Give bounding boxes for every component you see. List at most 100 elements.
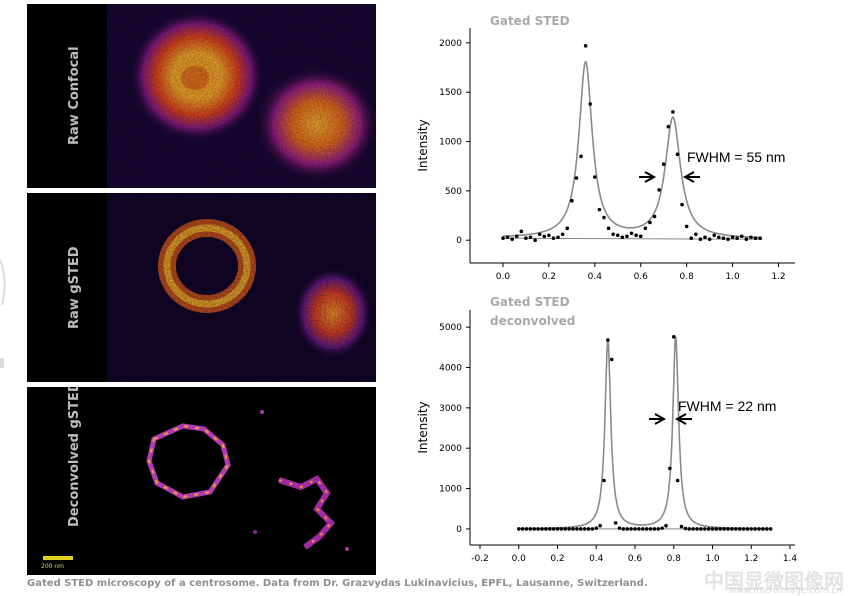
data-point: [620, 235, 625, 240]
confocal-image: [27, 4, 376, 188]
y-tick-label: 1000: [439, 138, 462, 148]
data-point: [638, 234, 643, 239]
data-point: [551, 527, 556, 531]
data-point: [547, 233, 551, 238]
data-point: [652, 527, 657, 531]
chart-title: Gated STED: [490, 14, 570, 28]
data-point: [598, 523, 602, 528]
data-point: [712, 233, 717, 238]
data-point: [707, 237, 712, 242]
data-point: [514, 234, 519, 239]
data-point: [660, 526, 664, 530]
chart-title: Gated STED: [490, 295, 570, 309]
data-point: [695, 527, 699, 531]
data-point: [735, 236, 739, 241]
data-point: [570, 198, 574, 203]
x-tick-label: 0.6: [634, 272, 649, 282]
data-point: [501, 236, 505, 241]
y-tick-label: 4000: [439, 363, 462, 373]
data-point: [556, 235, 560, 240]
data-point: [575, 527, 579, 531]
data-point: [721, 236, 726, 241]
data-point: [540, 527, 544, 531]
data-point: [661, 162, 666, 167]
data-point: [579, 154, 583, 159]
data-point: [637, 527, 641, 531]
data-point: [737, 527, 742, 531]
image-panel-confocal: Raw Confocal: [27, 4, 376, 188]
y-tick-label: 1000: [439, 485, 462, 495]
scale-bar-label: 200 nm: [41, 563, 65, 570]
data-point: [730, 235, 735, 240]
data-point: [582, 527, 587, 531]
data-point: [588, 102, 593, 106]
data-point: [664, 523, 668, 528]
data-point: [749, 235, 753, 240]
data-point: [625, 234, 629, 239]
image-panel-gsted: Raw gSTED: [27, 193, 376, 382]
data-point: [590, 527, 595, 531]
data-point: [668, 466, 672, 471]
data-point: [560, 232, 565, 237]
data-point: [611, 232, 615, 237]
x-tick-label: 1.0: [705, 554, 720, 564]
data-point: [689, 236, 694, 241]
data-point: [722, 527, 726, 531]
data-point: [634, 233, 638, 238]
y-tick-label: 5000: [439, 323, 462, 333]
watermark-url: www.microimage.com.cn: [729, 586, 842, 596]
data-point: [648, 220, 652, 225]
data-point: [640, 527, 645, 531]
data-point: [648, 527, 653, 531]
scale-bar: [43, 556, 73, 560]
x-tick-label: -0.2: [471, 554, 489, 564]
data-point: [684, 224, 689, 229]
data-point: [758, 236, 762, 241]
data-point: [702, 527, 707, 531]
deconvolved-image: [27, 387, 376, 575]
data-point: [574, 176, 579, 180]
data-point: [726, 527, 730, 531]
y-tick-label: 0: [456, 525, 462, 535]
x-tick-label: 0.0: [512, 554, 527, 564]
data-point: [699, 527, 703, 531]
data-point: [528, 235, 533, 240]
data-point: [597, 207, 602, 212]
data-point: [544, 527, 548, 531]
data-point: [629, 231, 634, 236]
data-point: [559, 527, 564, 531]
data-point: [537, 232, 542, 237]
data-point: [617, 526, 622, 530]
data-point: [744, 237, 749, 242]
y-axis-label: Intensity: [416, 119, 430, 171]
x-tick-label: 0.2: [550, 554, 564, 564]
data-point: [547, 527, 552, 531]
data-point: [683, 526, 688, 531]
data-point: [730, 527, 734, 531]
data-point: [675, 478, 680, 483]
data-point: [710, 527, 715, 531]
data-point: [551, 236, 556, 241]
fit-curve: [503, 60, 761, 239]
data-point: [615, 233, 620, 238]
data-point: [516, 527, 521, 531]
data-point: [606, 338, 610, 342]
data-point: [706, 527, 711, 531]
data-point: [768, 527, 773, 531]
data-point: [643, 226, 648, 231]
fit-curve: [518, 336, 771, 530]
data-point: [657, 188, 661, 192]
data-point: [593, 175, 597, 179]
x-tick-label: 1.0: [725, 272, 740, 282]
data-point: [609, 357, 614, 362]
data-point: [583, 44, 588, 48]
data-point: [757, 527, 761, 531]
y-tick-label: 1500: [439, 88, 462, 98]
data-point: [679, 524, 684, 529]
data-point: [578, 527, 583, 531]
data-point: [633, 527, 637, 531]
data-point: [586, 527, 591, 531]
data-point: [563, 527, 568, 531]
x-tick-label: 1.2: [771, 272, 785, 282]
data-point: [671, 110, 675, 114]
